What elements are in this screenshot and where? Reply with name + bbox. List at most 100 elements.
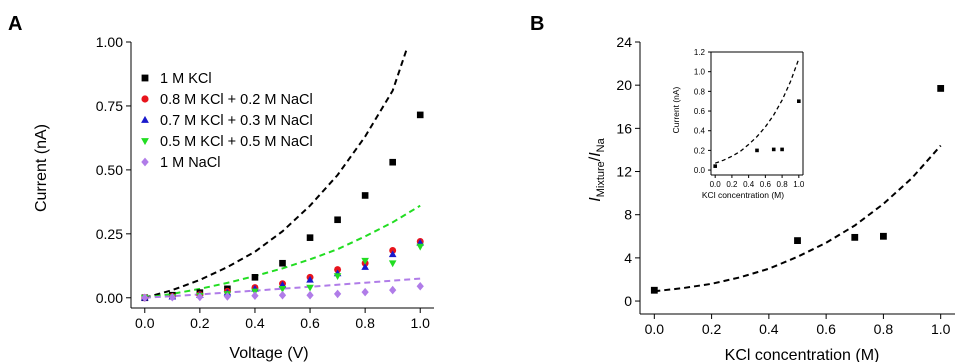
inset-y-tick-label: 0.4 [694, 127, 706, 136]
panel-b-y-tick-label: 0 [624, 293, 632, 309]
panel-a-point [388, 250, 397, 258]
panel-a-legend-label: 0.7 M KCl + 0.3 M NaCl [160, 113, 313, 129]
inset-data-points [713, 99, 801, 168]
panel-b-y-axis-label: IMixture/INa [587, 137, 607, 201]
panel-a-point [251, 291, 259, 301]
panel-b-point [794, 237, 801, 245]
inset-x-axis-label: KCl concentration (M) [702, 190, 784, 200]
panel-b-point [650, 286, 658, 294]
panel-b-fit-curve [654, 144, 942, 293]
panel-a-point [389, 285, 397, 295]
panel-a-data-points [140, 111, 425, 303]
panel-a-point [416, 243, 425, 251]
panel-a-point [361, 192, 369, 199]
panel-a-x-tick-label: 1.0 [410, 315, 430, 331]
panel-a-legend-marker [141, 74, 149, 82]
inset-tick-labels: 0.0 0.2 0.4 0.6 0.8 1.0 0.0 0.2 0.4 0.6 0.8 1.0 1.2 [694, 48, 805, 189]
panel-a-legend-label: 1 M NaCl [160, 155, 220, 171]
panel-b-point [851, 233, 859, 241]
panel-b-y-tick-label: 20 [616, 77, 632, 93]
inset-fit-curve [714, 58, 800, 164]
panel-a-y-tick-label: 0.50 [96, 162, 123, 178]
inset-y-tick-label: 0.6 [694, 107, 706, 116]
inset-y-tick-label: 0.0 [694, 166, 706, 175]
panel-b-y-tick-label: 4 [624, 250, 632, 266]
panel-a-legend-marker [141, 157, 149, 167]
panel-a-y-tick-label: 0.00 [96, 290, 123, 306]
panel-a-legend-marker [141, 138, 149, 146]
inset-x-tick-label: 0.0 [710, 180, 722, 189]
panel-a-y-tick-label: 0.25 [96, 226, 123, 242]
panel-b-letter: B [530, 13, 544, 35]
panel-b-x-tick-label: 0.6 [816, 321, 836, 337]
panel-b-x-tick-label: 0.4 [759, 321, 779, 337]
panel-a-axes [126, 41, 434, 313]
panel-a-point [306, 234, 314, 241]
panel-a-fit-curve [144, 277, 421, 299]
panel-a-letter: A [8, 13, 22, 35]
panel-a-x-tick-label: 0.2 [190, 315, 210, 331]
panel-a-point [168, 292, 176, 302]
panel-a-point [416, 111, 424, 119]
inset-fit-curve [714, 58, 800, 164]
panel-b-inset: 0.0 0.2 0.4 0.6 0.8 1.00.00.20.40.60.81.01.2 … [671, 48, 805, 200]
panel-b-data-points [650, 85, 945, 294]
inset-y-tick-label: 0.2 [694, 146, 706, 155]
panel-a-point [333, 289, 342, 299]
panel-a-point [388, 260, 397, 268]
panel-a-point [361, 287, 369, 297]
panel-a-legend-marker [141, 115, 149, 123]
panel-b-y-tick-label: 24 [616, 34, 632, 50]
panel-a-point [306, 290, 314, 300]
panel-a-x-axis-label: Voltage (V) [229, 345, 308, 362]
panel-b: 0.0 0.2 0.4 0.6 0.8 1.0 0 4 8 12 16 20 24 KCl concen… [587, 34, 955, 362]
inset-point [771, 147, 776, 152]
panel-a-point [334, 216, 341, 224]
panel-a-legend-label: 0.5 M KCl + 0.5 M NaCl [160, 134, 313, 150]
panel-a-legend-marker [141, 95, 149, 103]
panel-a-point [389, 158, 396, 166]
panel-a-point [223, 292, 232, 301]
panel-a-legend-label: 1 M KCl [160, 71, 212, 87]
panel-b-axes [635, 41, 955, 319]
panel-a-fit-curves [144, 49, 421, 299]
panel-b-point [880, 232, 887, 240]
inset-point [713, 164, 717, 168]
panel-a-fit-curve [144, 204, 421, 299]
panel-a: 0.0 0.2 0.4 0.6 0.8 1.0 0.00 0.25 0.50 0.75 1.00 V… [33, 34, 434, 362]
panel-b-x-tick-label: 0.0 [645, 321, 665, 337]
panel-a-y-tick-label: 0.75 [96, 98, 123, 114]
inset-x-tick-label: 1.0 [793, 180, 805, 189]
panel-a-point [279, 259, 286, 267]
panel-a-point [361, 263, 369, 270]
panel-a-point [333, 273, 342, 280]
panel-a-point [416, 281, 424, 291]
panel-b-x-axis-label: KCl concentration (M) [725, 347, 880, 362]
inset-x-tick-label: 0.6 [760, 180, 772, 189]
inset-y-tick-label: 1.2 [694, 48, 706, 57]
panel-a-tick-labels: 0.0 0.2 0.4 0.6 0.8 1.0 0.00 0.25 0.50 0.75 1.00 [96, 34, 430, 331]
panel-a-point [278, 290, 287, 300]
panel-a-x-tick-label: 0.0 [135, 315, 155, 331]
panel-b-y-tick-label: 16 [616, 120, 632, 136]
inset-axes [708, 51, 804, 178]
panel-b-x-tick-label: 1.0 [931, 321, 951, 337]
panel-b-x-tick-label: 0.8 [874, 321, 894, 337]
panel-a-fit-curve [144, 49, 408, 299]
inset-x-tick-label: 0.2 [726, 180, 738, 189]
inset-point [755, 148, 759, 153]
inset-y-tick-label: 0.8 [694, 87, 706, 96]
inset-x-tick-label: 0.4 [743, 180, 755, 189]
panel-a-point [141, 293, 149, 303]
panel-a-y-tick-label: 1.00 [96, 34, 123, 50]
inset-y-tick-label: 1.0 [694, 68, 706, 77]
panel-a-x-tick-label: 0.6 [300, 315, 320, 331]
panel-b-y-tick-label: 12 [616, 164, 632, 180]
panel-a-point [306, 275, 314, 283]
panel-a-point [306, 284, 314, 292]
inset-y-axis-label: Current (nA) [671, 86, 681, 133]
panel-a-point [196, 292, 204, 302]
panel-a-x-tick-label: 0.4 [245, 315, 265, 331]
panel-b-point [937, 85, 945, 92]
